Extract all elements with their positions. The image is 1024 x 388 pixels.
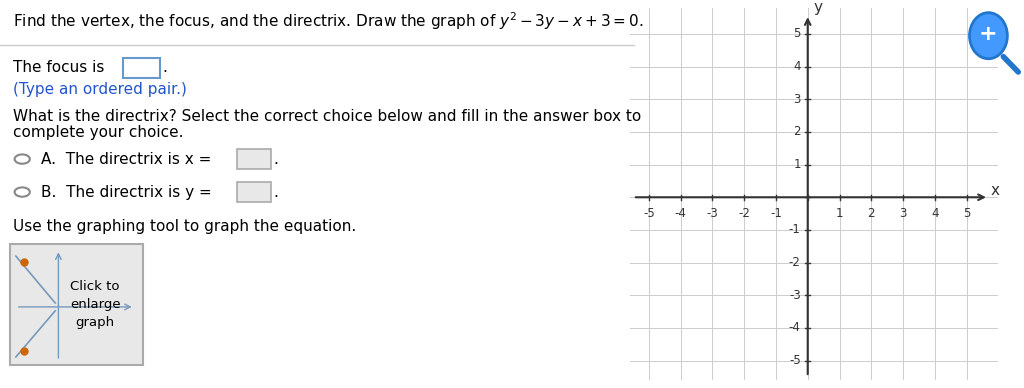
Text: y: y [813, 0, 822, 15]
Text: B.  The directrix is y =: B. The directrix is y = [41, 185, 212, 199]
Text: -4: -4 [675, 207, 686, 220]
Text: 2: 2 [867, 207, 876, 220]
Text: -1: -1 [770, 207, 782, 220]
Text: -5: -5 [788, 354, 801, 367]
Text: 5: 5 [794, 28, 801, 40]
FancyBboxPatch shape [123, 58, 160, 78]
Text: -2: -2 [738, 207, 751, 220]
Text: complete your choice.: complete your choice. [12, 125, 183, 140]
Text: What is the directrix? Select the correct choice below and fill in the answer bo: What is the directrix? Select the correc… [12, 109, 641, 124]
Text: 5: 5 [963, 207, 971, 220]
Text: -1: -1 [788, 223, 801, 236]
Circle shape [970, 13, 1008, 59]
Text: Find the vertex, the focus, and the directrix. Draw the graph of $y^2-3y-x+3=0$.: Find the vertex, the focus, and the dire… [12, 10, 643, 32]
Text: -3: -3 [788, 289, 801, 302]
Text: 1: 1 [794, 158, 801, 171]
Text: A.  The directrix is x =: A. The directrix is x = [41, 152, 212, 166]
Text: The focus is: The focus is [12, 61, 104, 75]
Text: .: . [162, 61, 167, 75]
Text: -2: -2 [788, 256, 801, 269]
Text: 4: 4 [931, 207, 939, 220]
Text: +: + [979, 24, 997, 43]
Text: 2: 2 [794, 125, 801, 139]
Text: -3: -3 [707, 207, 718, 220]
Text: -5: -5 [643, 207, 654, 220]
Text: 3: 3 [794, 93, 801, 106]
FancyBboxPatch shape [9, 244, 143, 365]
Text: -4: -4 [788, 322, 801, 334]
FancyBboxPatch shape [237, 182, 271, 202]
Text: 1: 1 [836, 207, 843, 220]
Text: x: x [990, 183, 999, 197]
Text: Use the graphing tool to graph the equation.: Use the graphing tool to graph the equat… [12, 220, 356, 234]
Text: 3: 3 [899, 207, 906, 220]
Text: .: . [273, 152, 278, 166]
Text: Click to
enlarge
graph: Click to enlarge graph [70, 280, 121, 329]
Text: (Type an ordered pair.): (Type an ordered pair.) [12, 82, 186, 97]
Text: 4: 4 [794, 60, 801, 73]
Text: .: . [273, 185, 278, 199]
FancyBboxPatch shape [237, 149, 271, 169]
